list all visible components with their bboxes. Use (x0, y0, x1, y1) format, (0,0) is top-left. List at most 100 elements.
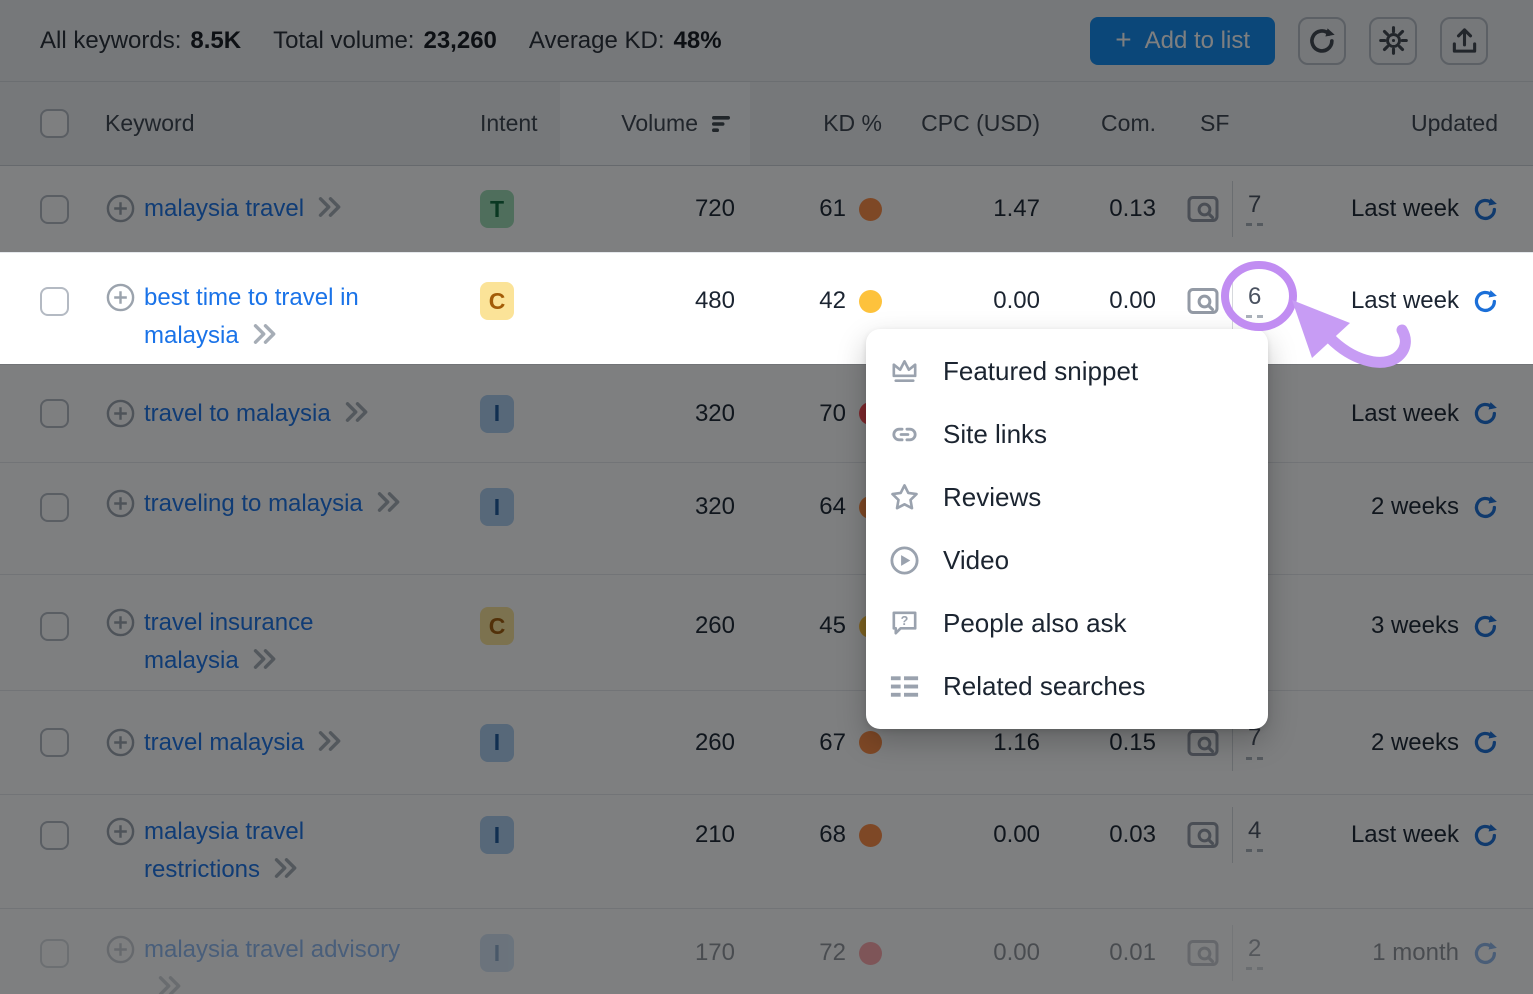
sf-count[interactable]: 4 (1246, 817, 1264, 853)
sort-descending-icon (709, 113, 735, 135)
analyze-serp-icon[interactable] (1186, 728, 1220, 758)
row-checkbox[interactable] (40, 399, 69, 428)
open-keyword-icon[interactable] (156, 975, 185, 994)
column-header-com[interactable]: Com. (1101, 110, 1156, 136)
kd-value: 45 (819, 612, 846, 639)
refresh-metrics-icon[interactable] (1472, 822, 1499, 849)
add-to-list-button[interactable]: + Add to list (1090, 16, 1275, 65)
open-keyword-icon[interactable] (272, 857, 301, 879)
toolbar: All keywords: 8.5K Total volume: 23,260 Av… (0, 0, 1533, 82)
row-checkbox[interactable] (40, 938, 69, 968)
add-keyword-icon[interactable] (105, 816, 136, 847)
volume-value: 260 (694, 728, 735, 756)
analyze-serp-icon[interactable] (1186, 286, 1220, 316)
column-header-cpc[interactable]: CPC (USD) (921, 110, 1040, 136)
export-button[interactable] (1440, 16, 1488, 65)
table-row-highlighted: best time to travel in malaysia C 480 42… (0, 252, 1533, 364)
popup-item-site-links[interactable]: Site links (866, 403, 1268, 466)
keyword-link[interactable]: travel insurance malaysia (144, 609, 314, 674)
stat-value: 8.5K (190, 26, 242, 54)
table-row: travel insurance malaysia C 260 45 3 wee… (0, 574, 1533, 690)
kd-value: 68 (819, 821, 846, 848)
keyword-link[interactable]: malaysia travel (144, 195, 305, 222)
kd-level-dot (859, 731, 882, 754)
row-checkbox[interactable] (40, 611, 69, 641)
refresh-metrics-icon[interactable] (1472, 196, 1499, 223)
question-bubble-icon (888, 607, 921, 640)
column-header-volume[interactable]: Volume (560, 82, 750, 165)
intent-badge[interactable]: I (480, 934, 514, 972)
sf-count[interactable]: 2 (1246, 935, 1264, 971)
sf-count-circled[interactable]: 6 (1246, 283, 1264, 319)
refresh-metrics-icon[interactable] (1472, 400, 1499, 427)
intent-badge[interactable]: I (480, 723, 514, 762)
keyword-link[interactable]: travel to malaysia (144, 399, 331, 427)
add-keyword-icon[interactable] (105, 727, 136, 758)
refresh-metrics-icon[interactable] (1472, 494, 1499, 521)
add-keyword-icon[interactable] (105, 398, 136, 429)
stat-label: Average KD: (528, 26, 665, 54)
refresh-metrics-icon[interactable] (1472, 940, 1499, 967)
open-keyword-icon[interactable] (375, 491, 404, 513)
open-keyword-icon[interactable] (251, 323, 280, 345)
refresh-metrics-icon[interactable] (1472, 288, 1499, 315)
open-keyword-icon[interactable] (251, 648, 280, 670)
sf-count[interactable]: 7 (1246, 191, 1264, 227)
popup-item-label: Related searches (943, 671, 1146, 701)
refresh-metrics-icon[interactable] (1472, 729, 1499, 756)
add-keyword-icon[interactable] (105, 282, 136, 313)
intent-badge[interactable]: C (480, 607, 514, 645)
popup-item-featured-snippet[interactable]: Featured snippet (866, 340, 1268, 403)
popup-item-reviews[interactable]: Reviews (866, 466, 1268, 529)
updated-value: 3 weeks (1370, 612, 1459, 639)
toolbar-actions: + Add to list (1090, 16, 1533, 65)
kd-value: 70 (819, 399, 846, 427)
intent-badge[interactable]: I (480, 488, 514, 526)
popup-item-people-also-ask[interactable]: People also ask (866, 592, 1268, 655)
add-keyword-icon[interactable] (105, 607, 136, 638)
popup-item-label: People also ask (943, 608, 1127, 638)
updated-value: 2 weeks (1370, 728, 1459, 756)
add-keyword-icon[interactable] (105, 193, 136, 224)
intent-badge[interactable]: I (480, 816, 514, 854)
add-keyword-icon[interactable] (105, 488, 136, 519)
row-checkbox[interactable] (40, 728, 69, 757)
divider (1232, 925, 1233, 981)
keyword-link[interactable]: traveling to malaysia (144, 490, 363, 517)
serp-features-popup: Featured snippet Site links Reviews Vide… (866, 329, 1268, 729)
keyword-link[interactable]: malaysia travel advisory (144, 936, 401, 963)
intent-badge[interactable]: I (480, 394, 514, 433)
analyze-serp-icon[interactable] (1186, 194, 1220, 224)
keyword-link[interactable]: best time to travel in malaysia (144, 284, 359, 349)
kd-level-dot (859, 289, 882, 313)
table-header: Keyword Intent Volume KD % CPC (USD) Com… (0, 82, 1533, 166)
volume-value: 320 (694, 493, 735, 520)
intent-badge[interactable]: T (480, 190, 514, 228)
column-header-kd[interactable]: KD % (823, 110, 882, 136)
list-columns-icon (888, 672, 921, 702)
cpc-value: 1.47 (993, 195, 1040, 222)
keyword-link[interactable]: travel malaysia (144, 728, 305, 756)
row-checkbox[interactable] (40, 820, 69, 850)
updated-value: 2 weeks (1370, 493, 1459, 520)
kd-value: 72 (819, 939, 846, 966)
analyze-serp-icon[interactable] (1186, 938, 1220, 968)
row-checkbox[interactable] (40, 492, 69, 522)
open-keyword-icon[interactable] (316, 730, 345, 752)
row-checkbox[interactable] (40, 194, 69, 224)
popup-item-video[interactable]: Video (866, 529, 1268, 592)
row-checkbox[interactable] (40, 286, 69, 316)
analyze-serp-icon[interactable] (1186, 820, 1220, 850)
refresh-button[interactable] (1298, 16, 1346, 65)
popup-item-related-searches[interactable]: Related searches (866, 655, 1268, 718)
open-keyword-icon[interactable] (316, 196, 345, 218)
kd-level-dot (859, 941, 882, 965)
add-keyword-icon[interactable] (105, 934, 136, 965)
open-keyword-icon[interactable] (343, 401, 372, 423)
sf-count[interactable]: 7 (1246, 724, 1264, 760)
refresh-metrics-icon[interactable] (1472, 613, 1499, 640)
settings-button[interactable] (1369, 16, 1417, 65)
divider (1232, 273, 1233, 329)
select-all-checkbox[interactable] (40, 109, 69, 138)
intent-badge[interactable]: C (480, 282, 514, 320)
